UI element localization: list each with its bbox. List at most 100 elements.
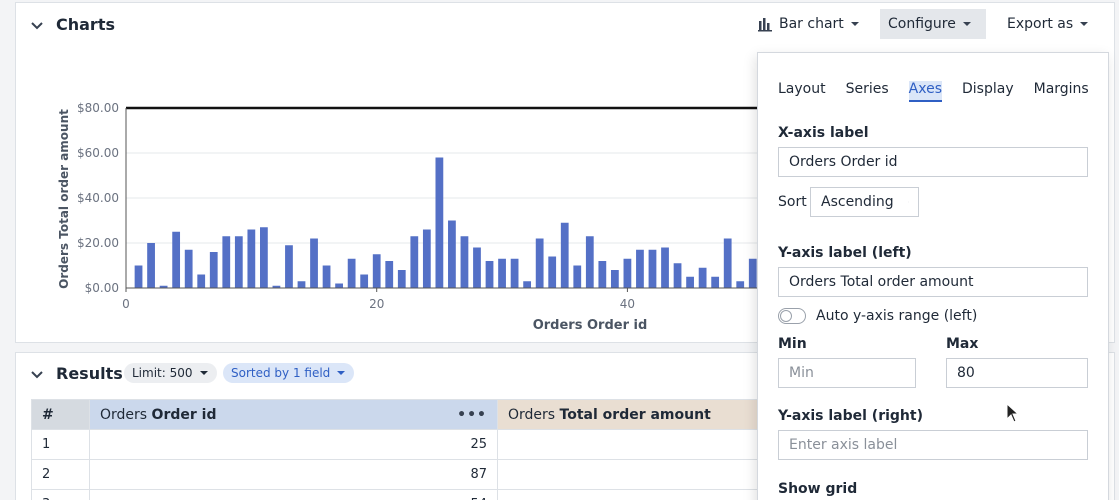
column-prefix: Orders <box>508 406 556 423</box>
caret-down-icon <box>199 371 208 375</box>
bar-chart: $0.00$20.00$40.00$60.00$80.000204060Orde… <box>57 101 758 333</box>
chart-type-label: Bar chart <box>779 16 844 32</box>
caret-down-icon <box>337 371 346 375</box>
bar <box>260 227 268 288</box>
x-axis-title: Orders Order id <box>533 318 648 333</box>
bar <box>560 222 569 288</box>
bar <box>297 281 306 288</box>
bar <box>310 238 318 288</box>
limit-label: Limit: 500 <box>132 366 193 380</box>
row-index: 1 <box>31 429 90 460</box>
charts-title: Charts <box>56 15 115 34</box>
y-tick-label: $40.00 <box>77 191 119 205</box>
max-label: Max <box>946 336 979 352</box>
bar <box>698 267 707 288</box>
x-tick-label: 0 <box>122 297 130 311</box>
y-right-label-title: Y-axis label (right) <box>778 408 923 424</box>
auto-y-range-toggle[interactable] <box>778 308 806 324</box>
tab-display[interactable]: Display <box>962 81 1014 97</box>
limit-dropdown[interactable]: Limit: 500 <box>124 363 217 383</box>
bar <box>473 247 481 288</box>
bar <box>234 236 243 288</box>
cell-order-id: 25 <box>89 429 498 460</box>
sort-dropdown[interactable]: Sorted by 1 field <box>223 363 355 383</box>
tab-margins[interactable]: Margins <box>1033 81 1089 97</box>
row-index: 3 <box>31 489 90 500</box>
configure-button[interactable]: Configure <box>880 9 986 39</box>
configure-popover: Layout Series Axes Display Margins X-axi… <box>757 52 1109 500</box>
bar <box>247 229 256 288</box>
chart-type-button[interactable]: Bar chart <box>749 9 868 39</box>
tab-axes[interactable]: Axes <box>908 81 942 102</box>
bar <box>335 283 343 288</box>
results-title: Results <box>56 364 123 383</box>
bar <box>347 258 356 288</box>
y-left-label-title: Y-axis label (left) <box>778 245 912 261</box>
x-axis-label-input[interactable] <box>778 147 1088 177</box>
caret-down-icon <box>962 22 971 26</box>
caret-down-icon <box>1080 22 1089 26</box>
bar <box>498 258 506 288</box>
x-tick-label: 40 <box>620 297 635 311</box>
bar <box>610 270 619 288</box>
bar <box>748 258 757 288</box>
bar <box>686 276 694 288</box>
bar <box>510 258 519 288</box>
export-button[interactable]: Export as <box>999 9 1097 39</box>
bar <box>172 231 181 288</box>
bar <box>285 245 293 288</box>
bar <box>422 229 431 288</box>
bar <box>736 281 745 288</box>
tab-layout[interactable]: Layout <box>778 81 826 97</box>
x-axis-label-title: X-axis label <box>778 125 869 141</box>
column-prefix: Orders <box>100 406 148 423</box>
column-header-order-id[interactable]: Orders Order id ••• <box>89 399 498 430</box>
tab-series[interactable]: Series <box>845 81 889 97</box>
y-left-label-input[interactable] <box>778 267 1088 297</box>
y-tick-label: $60.00 <box>77 146 119 160</box>
bar <box>410 236 419 288</box>
x-tick-label: 20 <box>369 297 384 311</box>
sort-label: Sort <box>778 194 807 210</box>
cell-order-id: 54 <box>89 489 498 500</box>
bar <box>134 265 143 288</box>
cell-order-id: 87 <box>89 459 498 490</box>
bar <box>397 270 406 288</box>
bar <box>372 254 381 288</box>
y-axis-title: Orders Total order amount <box>57 109 71 289</box>
bar <box>222 236 231 288</box>
bar <box>711 276 720 288</box>
collapse-chevron-icon[interactable] <box>29 17 45 33</box>
y-tick-label: $20.00 <box>77 236 119 250</box>
bar <box>548 256 557 288</box>
y-right-label-input[interactable] <box>778 430 1088 460</box>
sort-select[interactable]: Ascending <box>810 187 919 217</box>
bar <box>435 157 444 288</box>
bar <box>636 249 644 288</box>
bar <box>585 236 594 288</box>
bar <box>322 265 331 288</box>
table-row[interactable]: 3 54 <box>31 489 898 500</box>
min-input[interactable] <box>778 358 916 388</box>
bar <box>573 265 582 288</box>
bar <box>159 285 168 288</box>
show-grid-label: Show grid <box>778 481 858 497</box>
bar <box>623 258 632 288</box>
column-header-index[interactable]: # <box>31 399 90 430</box>
bar <box>448 220 456 288</box>
configure-label: Configure <box>888 16 956 32</box>
export-label: Export as <box>1007 16 1074 32</box>
bar <box>598 261 607 288</box>
bar <box>673 263 682 288</box>
bar <box>209 252 218 288</box>
sort-value: Ascending <box>821 194 894 210</box>
collapse-chevron-icon[interactable] <box>29 366 45 382</box>
mouse-pointer-icon <box>1006 403 1020 423</box>
bar <box>648 249 657 288</box>
max-input[interactable] <box>946 358 1088 388</box>
bar <box>485 261 494 288</box>
column-name: Order id <box>151 406 217 423</box>
bar <box>184 249 193 288</box>
toggle-knob <box>780 310 792 322</box>
column-menu-icon[interactable]: ••• <box>457 406 487 423</box>
